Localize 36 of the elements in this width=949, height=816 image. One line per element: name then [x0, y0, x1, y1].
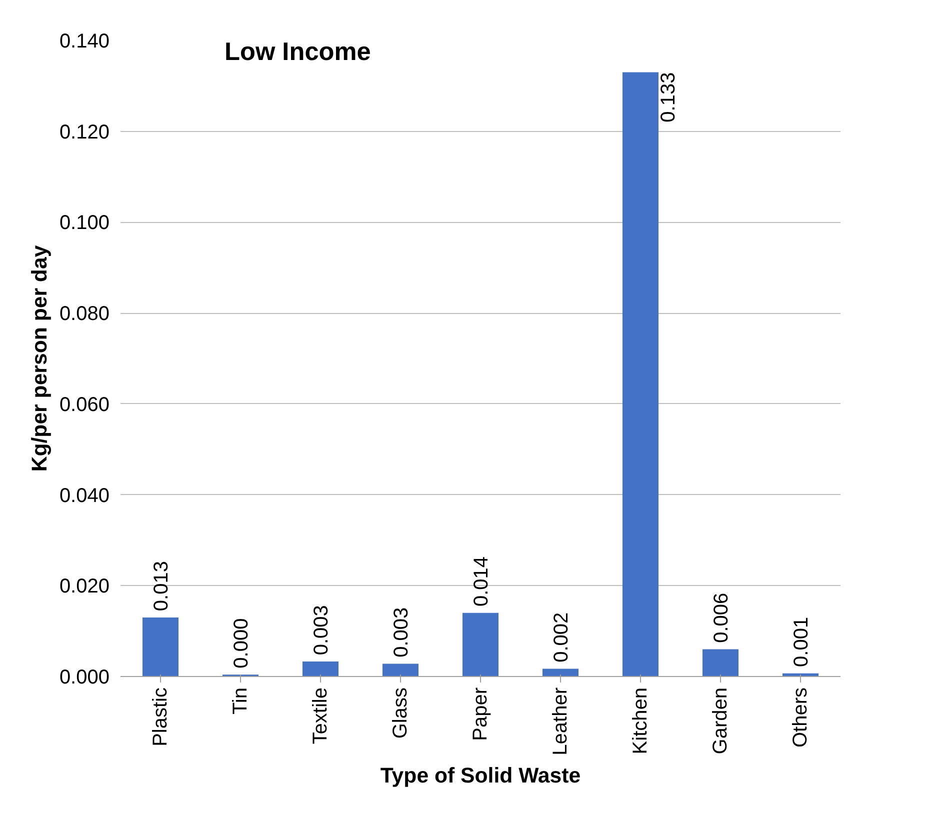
y-tick-label: 0.100 [59, 212, 110, 234]
data-label: 0.002 [550, 612, 572, 662]
bar [142, 617, 178, 676]
bar [462, 612, 498, 676]
x-tick-label: Leather [550, 687, 572, 756]
chart-title: Low Income [224, 38, 371, 66]
data-label: 0.133 [658, 72, 680, 122]
bar [622, 72, 658, 676]
x-tick-label: Plastic [150, 688, 172, 746]
data-label: 0.001 [790, 616, 812, 667]
data-label: 0.000 [230, 618, 252, 668]
x-tick-label: Tin [230, 687, 252, 715]
y-tick-label: 0.040 [59, 484, 110, 507]
x-axis-title: Type of Solid Waste [380, 763, 581, 788]
y-tick-label: 0.080 [59, 303, 110, 326]
bar [302, 662, 338, 676]
x-tick-label: Garden [710, 687, 732, 754]
x-tick-label: Textile [310, 687, 332, 744]
data-label: 0.014 [470, 556, 492, 607]
y-tick-label: 0.000 [59, 666, 110, 688]
x-tick-label: Glass [390, 688, 412, 739]
y-tick-label: 0.140 [59, 30, 110, 52]
data-label: 0.003 [310, 605, 332, 656]
y-tick-label: 0.060 [59, 394, 110, 416]
x-tick-label: Kitchen [630, 687, 652, 754]
y-tick-label: 0.120 [59, 121, 110, 144]
x-tick-label: Paper [470, 687, 492, 741]
y-axis-title: Kg/per person per day [27, 245, 52, 472]
bar [542, 668, 578, 676]
bar [702, 649, 738, 676]
y-tick-label: 0.020 [59, 576, 110, 598]
data-label: 0.006 [710, 592, 732, 643]
data-label: 0.003 [390, 607, 412, 658]
bar [382, 664, 418, 676]
x-tick-label: Others [790, 687, 812, 748]
data-label: 0.013 [150, 561, 172, 612]
